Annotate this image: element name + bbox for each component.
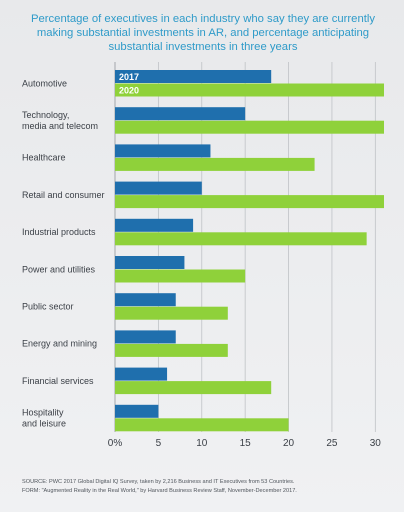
category-label-6: Public sector — [22, 301, 74, 311]
bar-2020-1 — [115, 120, 384, 134]
x-tick-label-2: 10 — [196, 438, 208, 449]
category-label-2: Healthcare — [22, 153, 66, 163]
x-tick-label-1: 5 — [156, 438, 162, 449]
bar-2020-5 — [115, 269, 246, 283]
category-label-line: media and telecom — [22, 121, 98, 131]
bar-2017-4 — [115, 218, 194, 232]
bar-2017-1 — [115, 107, 246, 121]
bar-2020-8 — [115, 381, 272, 395]
bar-2020-3 — [115, 195, 384, 209]
source-line-1: SOURCE: PWC 2017 Global Digital IQ Surve… — [22, 479, 295, 485]
source-note: SOURCE: PWC 2017 Global Digital IQ Surve… — [22, 478, 392, 496]
bar-2020-4 — [115, 232, 367, 246]
x-tick-label-0: 0% — [108, 438, 123, 449]
x-tick-label-6: 30 — [370, 438, 382, 449]
chart-title-line-3: substantial investments in three years — [108, 41, 298, 53]
category-label-3: Retail and consumer — [22, 190, 105, 200]
bar-2020-0 — [115, 83, 384, 97]
bar-2017-3 — [115, 181, 202, 195]
category-label-line: Healthcare — [22, 153, 66, 163]
category-label-1: Technology, media and telecom — [22, 110, 98, 131]
category-label-line: and leisure — [22, 419, 66, 429]
x-tick-label-4: 20 — [283, 438, 295, 449]
category-label-line: Industrial products — [22, 227, 96, 237]
category-label-7: Energy and mining — [22, 339, 97, 349]
bar-2017-2 — [115, 144, 211, 158]
legend-label-2017: 2017 — [119, 72, 139, 82]
category-label-4: Industrial products — [22, 227, 96, 237]
category-label-line: Public sector — [22, 301, 74, 311]
legend-label-2020: 2020 — [119, 86, 139, 96]
bar-2017-6 — [115, 293, 176, 307]
category-label-line: Financial services — [22, 376, 94, 386]
bar-2020-6 — [115, 306, 228, 320]
bar-2017-5 — [115, 256, 185, 269]
bar-2017-8 — [115, 367, 168, 381]
chart-title-line-2: making substantial investments in AR, an… — [36, 27, 370, 39]
bar-2017-9 — [115, 404, 159, 418]
category-label-line: Hospitality — [22, 408, 64, 418]
category-label-8: Financial services — [22, 376, 94, 386]
source-line-2: FORM: "Augmented Reality in the Real Wor… — [22, 488, 297, 494]
chart-title: Percentage of executives in each industr… — [20, 12, 386, 54]
category-label-line: Technology, — [22, 110, 69, 120]
x-tick-label-3: 15 — [240, 438, 252, 449]
bar-2020-2 — [115, 157, 315, 171]
bar-2017-7 — [115, 330, 176, 344]
category-label-line: Retail and consumer — [22, 190, 105, 200]
category-label-9: Hospitality and leisure — [22, 408, 66, 429]
category-label-line: Automotive — [22, 78, 67, 88]
category-label-line: Power and utilities — [22, 264, 96, 274]
bar-2020-7 — [115, 343, 228, 357]
category-label-5: Power and utilities — [22, 264, 96, 274]
x-tick-label-5: 25 — [326, 438, 338, 449]
category-label-0: Automotive — [22, 78, 67, 88]
bar-2020-9 — [115, 418, 289, 432]
chart-title-line-1: Percentage of executives in each industr… — [30, 13, 376, 25]
bar-2017-0 — [115, 70, 272, 83]
category-label-line: Energy and mining — [22, 339, 97, 349]
